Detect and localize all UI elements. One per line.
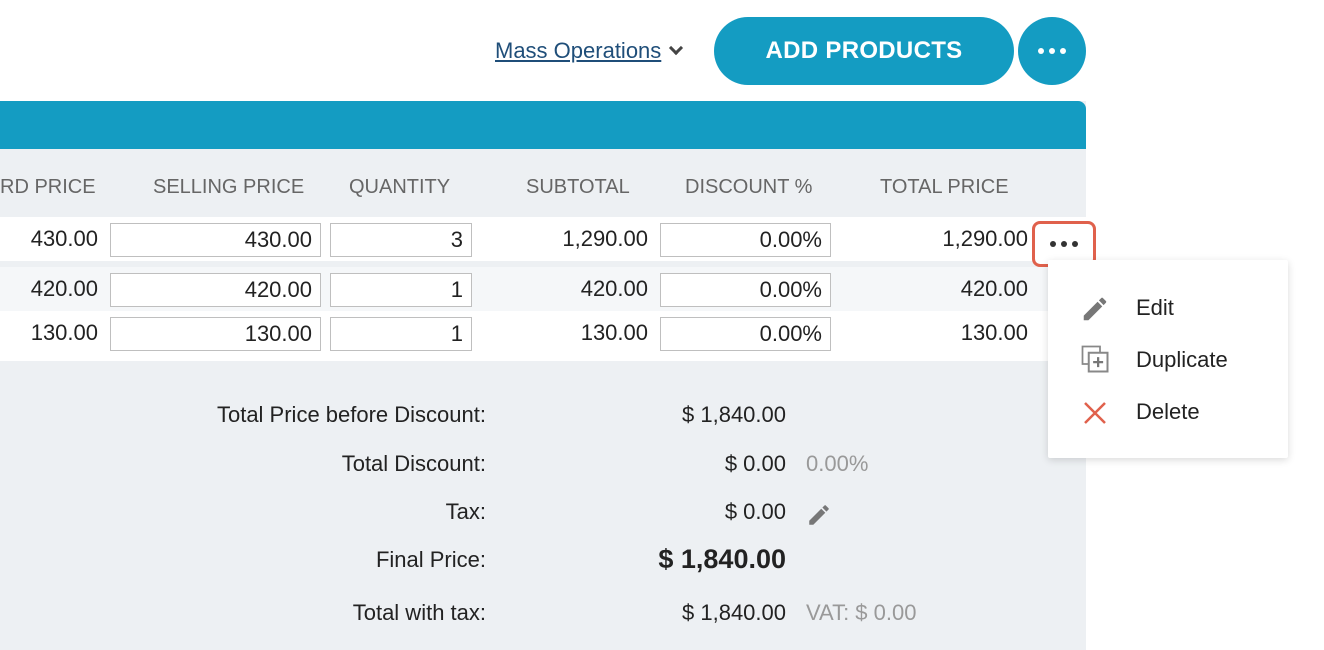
mass-operations-label: Mass Operations [495,38,662,63]
column-header-selling-price: SELLING PRICE [153,176,305,198]
menu-item-label: Edit [1136,295,1174,320]
more-horizontal-icon [1072,241,1078,247]
close-icon [1084,402,1106,424]
standard-price-cell: 130.00 [30,320,98,345]
discount-input[interactable]: 0.00% [660,223,831,257]
discount-input[interactable]: 0.00% [660,317,831,351]
more-horizontal-icon [1049,48,1055,54]
column-header-subtotal: SUBTOTAL [526,176,630,198]
chevron-down-icon [669,40,684,56]
more-horizontal-icon [1060,48,1066,54]
mass-operations-dropdown[interactable]: Mass Operations [495,38,684,64]
quantity-input[interactable]: 3 [330,223,472,257]
total-discount-value: $ 0.00 [724,451,786,476]
row-actions-menu: Edit Duplicate Delete [1048,260,1288,458]
vat-value: VAT: $ 0.00 [806,600,917,625]
table-row: 420.00 420.00 1 420.00 0.00% 420.00 [0,267,1086,311]
total-price-cell: 420.00 [960,276,1028,301]
tax-value: $ 0.00 [724,499,786,524]
panel-header [0,101,1086,149]
before-discount-value: $ 1,840.00 [682,402,786,427]
menu-item-delete[interactable]: Delete [1048,386,1288,438]
total-with-tax-value: $ 1,840.00 [682,600,786,625]
final-price-value: $ 1,840.00 [658,544,786,574]
total-discount-percent: 0.00% [806,451,869,476]
menu-item-label: Delete [1136,399,1200,424]
final-price-label: Final Price: [375,547,486,572]
standard-price-cell: 420.00 [30,276,98,301]
duplicate-icon [1081,345,1109,373]
standard-price-cell: 430.00 [30,226,98,251]
total-price-cell: 130.00 [960,320,1028,345]
total-with-tax-label: Total with tax: [352,600,486,625]
add-products-button[interactable]: ADD PRODUCTS [714,17,1014,85]
column-header-quantity: QUANTITY [349,176,451,198]
menu-item-label: Duplicate [1136,347,1228,372]
selling-price-input[interactable]: 420.00 [110,273,321,307]
total-price-cell: 1,290.00 [942,226,1028,251]
pencil-icon [1083,297,1107,321]
table-row: 130.00 130.00 1 130.00 0.00% 130.00 [0,311,1086,361]
toolbar: Mass Operations ADD PRODUCTS [0,0,1324,100]
more-horizontal-icon [1061,241,1067,247]
pencil-icon[interactable] [806,502,832,528]
column-header-standard-price: RD PRICE [0,176,96,198]
quantity-input[interactable]: 1 [330,317,472,351]
subtotal-cell: 130.00 [580,320,648,345]
table-row: 430.00 430.00 3 1,290.00 0.00% 1,290.00 [0,217,1086,261]
menu-item-edit[interactable]: Edit [1048,282,1288,334]
discount-input[interactable]: 0.00% [660,273,831,307]
tax-label: Tax: [445,499,486,524]
column-header-total-price: TOTAL PRICE [880,176,1009,198]
selling-price-input[interactable]: 130.00 [110,317,321,351]
selling-price-input[interactable]: 430.00 [110,223,321,257]
column-header-discount: DISCOUNT % [685,176,813,198]
quantity-input[interactable]: 1 [330,273,472,307]
subtotal-cell: 420.00 [580,276,648,301]
more-horizontal-icon [1050,241,1056,247]
menu-item-duplicate[interactable]: Duplicate [1048,334,1288,386]
total-discount-label: Total Discount: [341,451,486,476]
subtotal-cell: 1,290.00 [562,226,648,251]
more-horizontal-icon [1038,48,1044,54]
more-options-button[interactable] [1018,17,1086,85]
before-discount-label: Total Price before Discount: [216,402,486,427]
products-panel: RD PRICE SELLING PRICE QUANTITY SUBTOTAL… [0,101,1086,650]
